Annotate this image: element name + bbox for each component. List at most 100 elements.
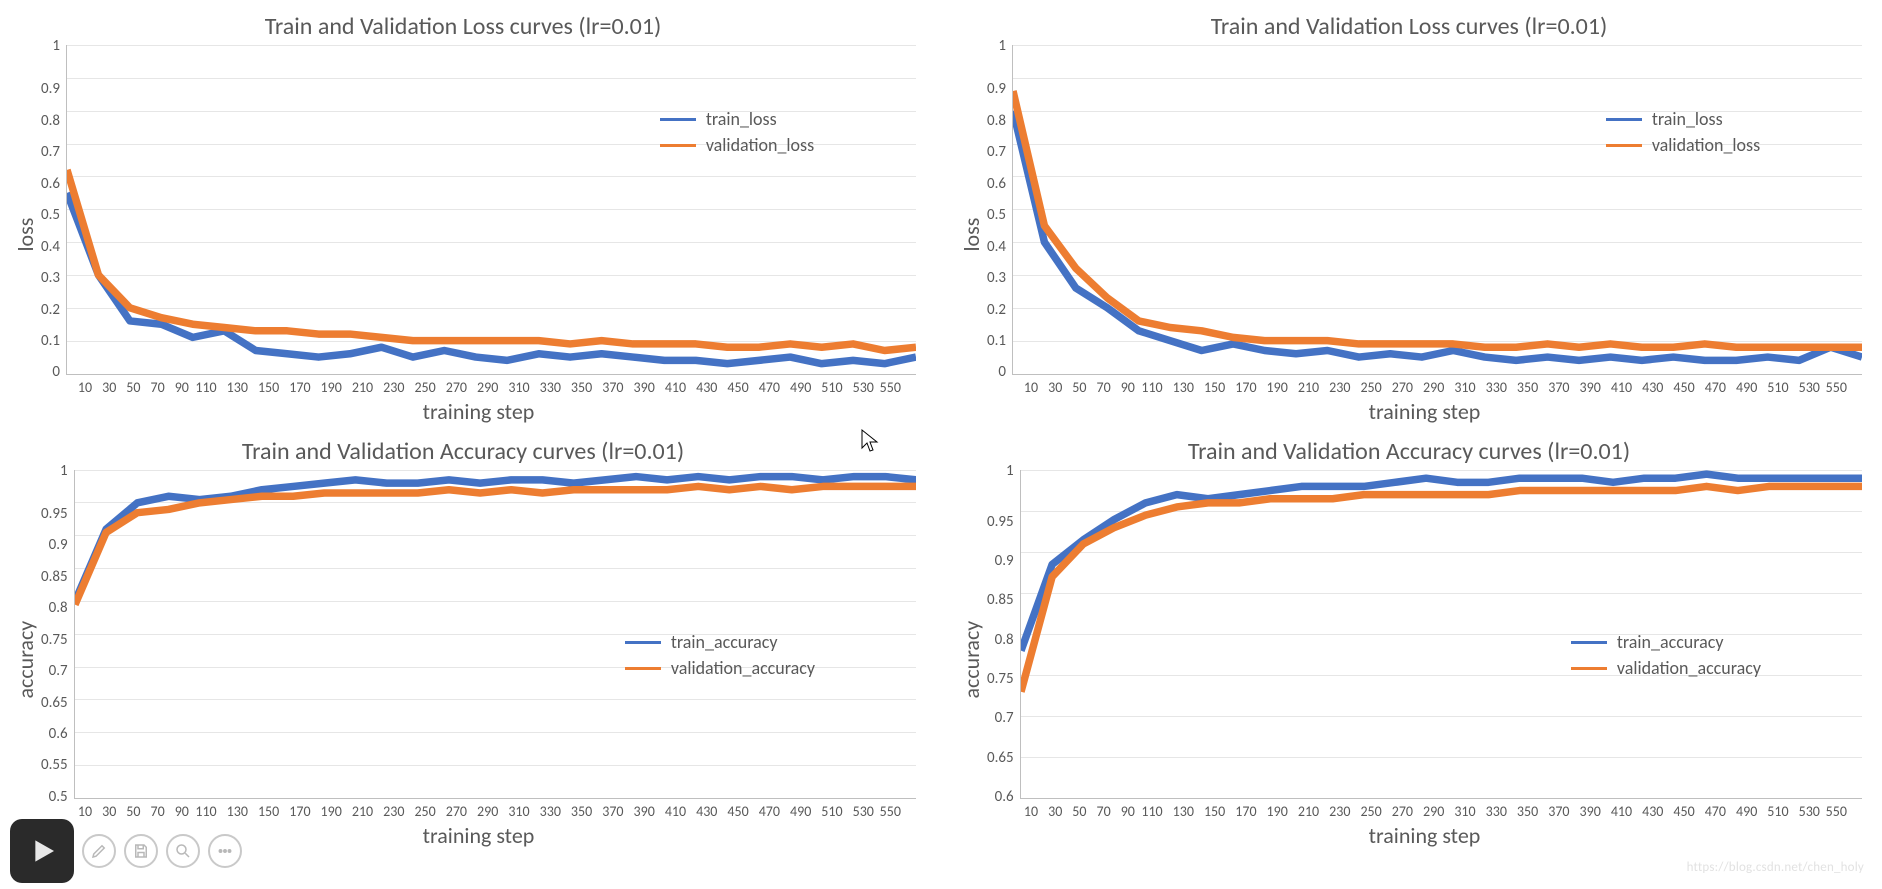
x-tick: 370 [602,803,623,820]
x-tick: 470 [759,803,780,820]
x-tick: 490 [790,803,811,820]
x-tick: 130 [1173,803,1194,820]
legend-item: validation_accuracy [625,657,815,679]
y-tick: 1 [52,39,60,54]
y-axis-title: loss [956,45,987,425]
chart-title: Train and Validation Loss curves (lr=0.0… [1211,12,1608,41]
series-validation_accuracy [75,486,916,604]
legend-label: validation_accuracy [671,657,815,679]
legend-swatch [1606,144,1642,147]
legend-item: train_loss [1606,108,1760,130]
x-tick: 210 [352,803,373,820]
video-controls [10,819,242,883]
chart-title: Train and Validation Accuracy curves (lr… [1188,437,1630,466]
legend-swatch [1571,641,1607,644]
x-ticks: 1030507090110130150170190210230250270290… [987,799,1862,820]
x-tick: 390 [1580,803,1601,820]
page: Train and Validation Loss curves (lr=0.0… [0,0,1882,889]
y-tick: 0.8 [995,633,1014,648]
legend-item: validation_loss [1606,134,1760,156]
x-tick: 110 [1141,803,1162,820]
save-button[interactable] [124,834,158,868]
x-tick: 50 [126,803,140,820]
more-button[interactable] [208,834,242,868]
x-ticks: 1030507090110130150170190210230250270290… [41,799,916,820]
chart-body: accuracy 10.950.90.850.80.750.70.650.6 t… [956,470,1862,850]
x-tick: 270 [1392,379,1413,396]
legend-item: train_accuracy [625,631,815,653]
x-tick: 150 [1204,379,1225,396]
y-ticks: 10.90.80.70.60.50.40.30.20.10 [987,45,1012,375]
play-button[interactable] [10,819,74,883]
x-tick: 370 [602,379,623,396]
x-tick: 410 [665,803,686,820]
x-tick: 250 [1360,803,1381,820]
pencil-icon [90,842,108,860]
x-tick: 30 [102,379,116,396]
x-tick: 90 [1121,379,1135,396]
x-tick: 50 [1072,803,1086,820]
x-tick: 230 [1329,803,1350,820]
x-tick: 270 [1392,803,1413,820]
y-tick: 0.2 [987,303,1006,318]
chart-body: loss 10.90.80.70.60.50.40.30.20.10 train… [10,45,916,425]
x-tick: 430 [1642,803,1663,820]
legend-label: train_accuracy [1617,631,1724,653]
y-tick: 0.1 [987,334,1006,349]
y-tick: 0.8 [49,601,68,616]
x-ticks: 1030507090110130150170190210230250270290… [987,375,1862,396]
y-tick: 0.55 [41,758,68,773]
legend-item: validation_accuracy [1571,657,1761,679]
y-tick: 0.6 [41,177,60,192]
x-tick: 130 [227,803,248,820]
y-tick: 0.8 [987,114,1006,129]
x-tick: 210 [1298,803,1319,820]
chart-top-right: Train and Validation Loss curves (lr=0.0… [956,10,1862,425]
legend-swatch [1571,667,1607,670]
x-tick: 190 [1267,379,1288,396]
x-tick: 290 [1423,803,1444,820]
legend-item: train_loss [660,108,814,130]
legend-label: train_loss [706,108,777,130]
pencil-button[interactable] [82,834,116,868]
x-tick: 10 [1024,803,1038,820]
x-tick: 470 [759,379,780,396]
y-tick: 0.4 [987,240,1006,255]
x-tick: 230 [383,379,404,396]
y-tick: 1 [998,39,1006,54]
y-axis-title: accuracy [10,470,41,850]
x-tick: 110 [195,803,216,820]
x-tick: 30 [102,803,116,820]
x-tick: 410 [1611,379,1632,396]
y-tick: 0.9 [49,538,68,553]
legend-label: train_loss [1652,108,1723,130]
y-tick: 1 [1006,464,1014,479]
legend: train_accuracy validation_accuracy [625,627,815,683]
y-tick: 0.6 [49,727,68,742]
x-tick: 250 [1360,379,1381,396]
chart-title: Train and Validation Accuracy curves (lr… [242,437,684,466]
x-tick: 490 [1736,803,1757,820]
y-tick: 0.7 [41,145,60,160]
zoom-button[interactable] [166,834,200,868]
x-tick: 190 [321,803,342,820]
y-tick: 0.5 [41,208,60,223]
x-tick: 70 [151,803,165,820]
y-tick: 1 [60,464,68,479]
x-tick: 30 [1048,803,1062,820]
x-tick: 70 [151,379,165,396]
chart-body: accuracy 10.950.90.850.80.750.70.650.60.… [10,470,916,850]
x-tick: 70 [1097,803,1111,820]
x-tick: 230 [383,803,404,820]
x-tick: 110 [1141,379,1162,396]
x-tick: 170 [1235,803,1256,820]
x-tick: 350 [571,379,592,396]
x-tick: 410 [665,379,686,396]
legend-item: validation_loss [660,134,814,156]
x-tick: 30 [1048,379,1062,396]
chart-bottom-left: Train and Validation Accuracy curves (lr… [10,435,916,850]
x-tick: 530 [1799,803,1820,820]
x-tick: 450 [1673,803,1694,820]
x-tick: 10 [78,803,92,820]
chart-bottom-right: Train and Validation Accuracy curves (lr… [956,435,1862,850]
